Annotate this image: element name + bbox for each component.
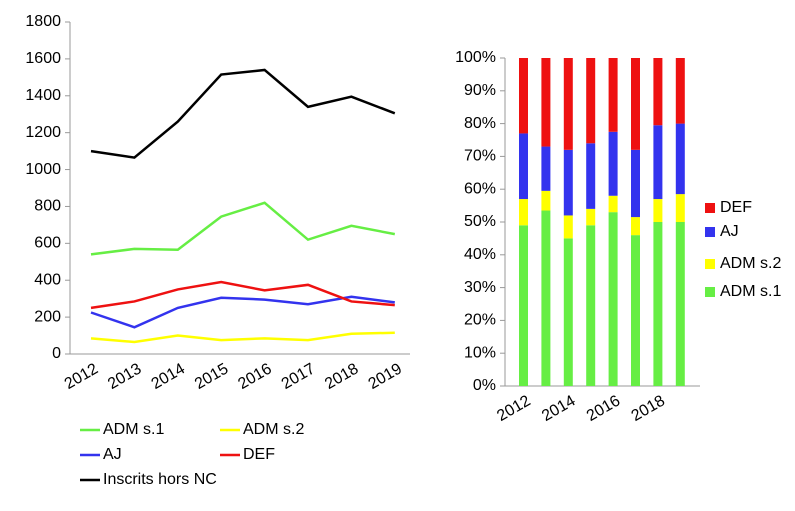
legend-swatch bbox=[705, 203, 715, 213]
legend-label: Inscrits hors NC bbox=[103, 471, 217, 488]
x-tick-label: 2017 bbox=[279, 360, 318, 393]
x-tick-label: 2013 bbox=[105, 360, 144, 393]
y-tick-label: 1200 bbox=[25, 124, 61, 141]
bar-segment bbox=[653, 222, 663, 386]
bar-segment bbox=[653, 199, 663, 222]
x-tick-label: 2016 bbox=[584, 392, 623, 425]
legend-label: AJ bbox=[720, 223, 739, 240]
y-tick-label: 70% bbox=[464, 148, 496, 165]
bar-segment bbox=[631, 149, 640, 218]
bar-segment bbox=[541, 146, 551, 191]
y-tick-label: 200 bbox=[34, 308, 61, 325]
bar-segment bbox=[541, 190, 551, 211]
x-tick-label: 2015 bbox=[192, 360, 231, 393]
legend-swatch bbox=[705, 287, 715, 297]
y-tick-label: 100% bbox=[455, 49, 496, 66]
line-series bbox=[90, 280, 395, 310]
legend-label: AJ bbox=[103, 446, 122, 463]
line-series bbox=[90, 331, 395, 344]
bar-segment bbox=[653, 58, 663, 126]
bar-segment bbox=[631, 235, 640, 386]
bar-segment bbox=[519, 58, 528, 134]
y-tick-label: 1800 bbox=[25, 13, 61, 30]
x-tick-label: 2019 bbox=[366, 360, 405, 393]
bar-segment bbox=[563, 238, 573, 386]
bar-segment bbox=[631, 58, 640, 150]
legend-label: DEF bbox=[720, 199, 752, 216]
bar-segment bbox=[519, 133, 528, 200]
legend-label: ADM s.2 bbox=[720, 255, 781, 272]
line-series bbox=[90, 68, 396, 159]
legend-label: ADM s.1 bbox=[720, 283, 781, 300]
bar-segment bbox=[675, 194, 685, 222]
y-tick-label: 400 bbox=[34, 271, 61, 288]
bar-segment bbox=[608, 212, 618, 386]
bar-segment bbox=[541, 210, 551, 386]
bar-segment bbox=[675, 222, 685, 386]
x-tick-label: 2018 bbox=[629, 392, 668, 425]
bar-segment bbox=[608, 131, 618, 196]
y-tick-label: 80% bbox=[464, 115, 496, 132]
y-tick-label: 0% bbox=[473, 377, 496, 394]
bar-segment bbox=[675, 58, 685, 124]
y-tick-label: 1400 bbox=[25, 87, 61, 104]
bar-segment bbox=[675, 123, 685, 195]
bar-segment bbox=[519, 225, 528, 386]
y-tick-label: 40% bbox=[464, 246, 496, 263]
bar-segment bbox=[519, 199, 528, 226]
x-tick-label: 2018 bbox=[322, 360, 361, 393]
x-tick-label: 2014 bbox=[539, 392, 578, 425]
y-tick-label: 1600 bbox=[25, 50, 61, 67]
bar-segment bbox=[631, 217, 640, 236]
y-tick-label: 800 bbox=[34, 198, 61, 215]
x-tick-label: 2014 bbox=[149, 360, 188, 393]
y-tick-label: 50% bbox=[464, 213, 496, 230]
y-tick-label: 20% bbox=[464, 312, 496, 329]
y-tick-label: 600 bbox=[34, 235, 61, 252]
bar-segment bbox=[586, 225, 596, 386]
legend-swatch bbox=[705, 227, 715, 237]
x-tick-label: 2012 bbox=[62, 360, 101, 393]
bar-segment bbox=[608, 195, 618, 213]
legend-label: ADM s.2 bbox=[243, 421, 304, 438]
x-tick-label: 2012 bbox=[494, 392, 533, 425]
legend-swatch bbox=[705, 259, 715, 269]
bar-segment bbox=[586, 143, 596, 209]
y-tick-label: 90% bbox=[464, 82, 496, 99]
bar-segment bbox=[563, 149, 573, 216]
legend-label: DEF bbox=[243, 446, 275, 463]
bar-segment bbox=[586, 208, 596, 226]
y-tick-label: 10% bbox=[464, 344, 496, 361]
x-tick-label: 2016 bbox=[235, 360, 274, 393]
bar-segment bbox=[586, 58, 596, 144]
bar-segment bbox=[541, 58, 551, 147]
y-tick-label: 0 bbox=[52, 345, 61, 362]
bar-segment bbox=[563, 58, 573, 150]
y-tick-label: 30% bbox=[464, 279, 496, 296]
bar-segment bbox=[563, 215, 573, 239]
bar-segment bbox=[608, 58, 618, 132]
line-series bbox=[90, 201, 396, 256]
bar-segment bbox=[653, 125, 663, 200]
legend-label: ADM s.1 bbox=[103, 421, 164, 438]
y-tick-label: 60% bbox=[464, 180, 496, 197]
y-tick-label: 1000 bbox=[25, 161, 61, 178]
